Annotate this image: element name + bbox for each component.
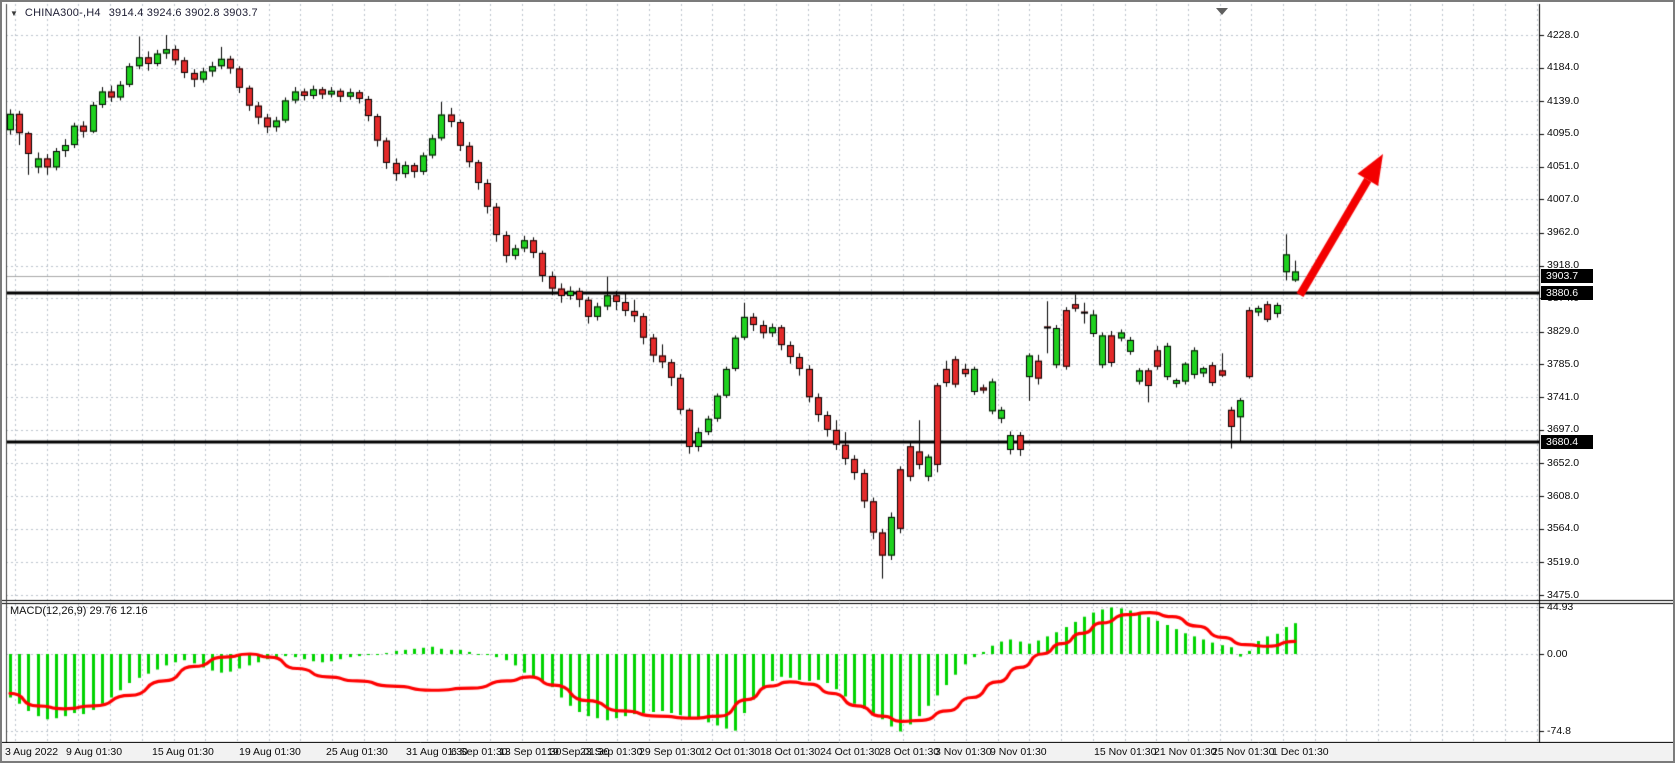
price-tick-label: 3564.0 <box>1547 522 1580 535</box>
macd-indicator-label: MACD(12,26,9) 29.76 12.16 <box>10 605 148 617</box>
time-tick-label: 23 Sep 01:30 <box>580 746 643 758</box>
macd-tick-label: -74.8 <box>1547 724 1571 737</box>
price-tick-label: 3918.0 <box>1547 259 1580 272</box>
price-tick-label: 4139.0 <box>1547 94 1580 107</box>
time-tick-label: 3 Nov 01:30 <box>935 746 992 758</box>
support-badge: 3680.4 <box>1541 435 1593 450</box>
macd-tick-label: 0.00 <box>1547 647 1568 660</box>
time-tick-label: 24 Oct 01:30 <box>820 746 881 758</box>
resistance-badge: 3880.6 <box>1541 286 1593 301</box>
time-tick-label: 18 Oct 01:30 <box>760 746 821 758</box>
time-tick-label: 15 Aug 01:30 <box>152 746 214 758</box>
chart-shift-marker-icon[interactable] <box>1216 8 1228 15</box>
price-tick-label: 3697.0 <box>1547 423 1580 436</box>
price-tick-label: 3652.0 <box>1547 456 1580 469</box>
time-tick-label: 12 Oct 01:30 <box>700 746 761 758</box>
time-tick-label: 9 Nov 01:30 <box>990 746 1047 758</box>
time-tick-label: 19 Sep 01:30 <box>547 746 610 758</box>
chart-header: ▼ CHINA300-,H4 3914.4 3924.6 3902.8 3903… <box>10 6 258 20</box>
symbol-timeframe-label: CHINA300-,H4 <box>24 7 101 19</box>
ohlc-values: 3914.4 3924.6 3902.8 3903.7 <box>108 7 258 19</box>
time-tick-label: 25 Aug 01:30 <box>326 746 388 758</box>
price-tick-label: 4007.0 <box>1547 192 1580 205</box>
price-tick-label: 3475.0 <box>1547 588 1580 601</box>
price-tick-label: 4095.0 <box>1547 127 1580 140</box>
macd-axis[interactable]: 44.93 0.00 -74.8 <box>1544 2 1673 742</box>
price-tick-label: 3829.0 <box>1547 325 1580 338</box>
price-tick-label: 4051.0 <box>1547 160 1580 173</box>
time-tick-label: 6 Sep 01:30 <box>451 746 508 758</box>
symbol-dropdown-icon[interactable]: ▼ <box>10 8 18 18</box>
time-tick-label: 15 Nov 01:30 <box>1094 746 1157 758</box>
time-tick-label: 3 Aug 2022 <box>5 746 59 758</box>
price-tick-label: 3519.0 <box>1547 555 1580 568</box>
time-tick-label: 13 Sep 01:30 <box>499 746 562 758</box>
macd-tick-label: 44.93 <box>1547 600 1574 613</box>
time-tick-label: 31 Aug 01:30 <box>406 746 468 758</box>
time-tick-label: 19 Aug 01:30 <box>239 746 301 758</box>
time-tick-label: 28 Oct 01:30 <box>879 746 940 758</box>
price-tick-label: 3608.0 <box>1547 489 1580 502</box>
price-tick-label: 3741.0 <box>1547 390 1580 403</box>
time-axis[interactable]: 3 Aug 2022 9 Aug 01:30 15 Aug 01:30 19 Aug … <box>2 743 1673 761</box>
price-tick-label: 4184.0 <box>1547 61 1580 74</box>
price-tick-label: 3785.0 <box>1547 357 1580 370</box>
time-tick-label: 1 Dec 01:30 <box>1272 746 1329 758</box>
time-tick-label: 9 Aug 01:30 <box>66 746 123 758</box>
time-tick-label: 21 Nov 01:30 <box>1154 746 1217 758</box>
price-tick-label: 3962.0 <box>1547 226 1580 239</box>
price-tick-label: 4228.0 <box>1547 28 1580 41</box>
time-tick-label: 25 Nov 01:30 <box>1212 746 1275 758</box>
current-price-badge: 3903.7 <box>1541 269 1593 284</box>
time-tick-label: 29 Sep 01:30 <box>639 746 702 758</box>
